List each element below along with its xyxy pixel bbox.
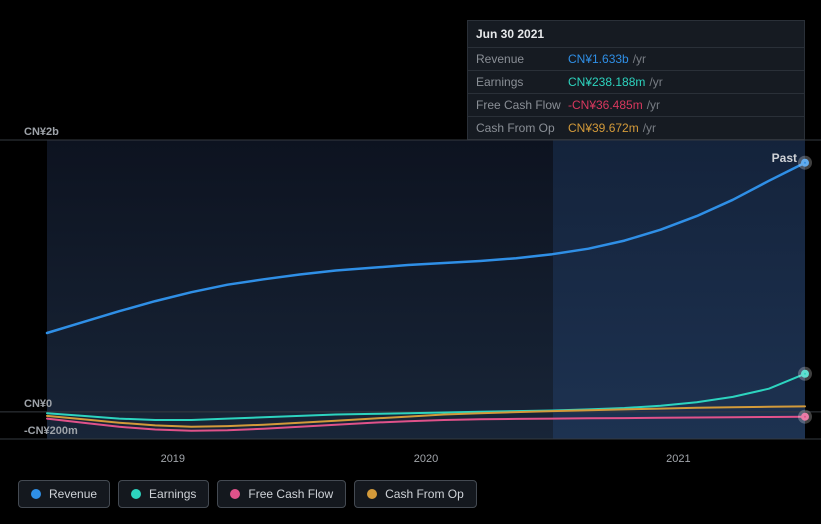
tooltip-unit: /yr	[633, 52, 646, 66]
tooltip-value: CN¥1.633b	[568, 52, 629, 66]
tooltip-unit: /yr	[649, 75, 662, 89]
legend-item-revenue[interactable]: Revenue	[18, 480, 110, 508]
tooltip-date: Jun 30 2021	[468, 21, 804, 48]
tooltip-unit: /yr	[647, 98, 660, 112]
tooltip-value: -CN¥36.485m	[568, 98, 643, 112]
tooltip-label: Earnings	[476, 75, 568, 89]
x-axis-label: 2019	[161, 453, 185, 465]
y-axis-label: -CN¥200m	[24, 425, 78, 437]
tooltip-row: Earnings CN¥238.188m /yr	[468, 71, 804, 94]
tooltip-row: Revenue CN¥1.633b /yr	[468, 48, 804, 71]
legend: Revenue Earnings Free Cash Flow Cash Fro…	[18, 480, 477, 508]
past-label: Past	[772, 151, 797, 165]
y-axis-label: CN¥2b	[24, 126, 59, 138]
tooltip-label: Revenue	[476, 52, 568, 66]
legend-label: Revenue	[49, 487, 97, 501]
legend-label: Free Cash Flow	[248, 487, 333, 501]
tooltip-row: Free Cash Flow -CN¥36.485m /yr	[468, 94, 804, 117]
legend-swatch	[131, 489, 141, 499]
x-axis-label: 2021	[666, 453, 690, 465]
legend-swatch	[230, 489, 240, 499]
legend-item-fcf[interactable]: Free Cash Flow	[217, 480, 346, 508]
legend-item-earnings[interactable]: Earnings	[118, 480, 209, 508]
chart-svg	[0, 118, 821, 463]
legend-swatch	[367, 489, 377, 499]
legend-swatch	[31, 489, 41, 499]
legend-label: Cash From Op	[385, 487, 464, 501]
legend-item-cfo[interactable]: Cash From Op	[354, 480, 477, 508]
x-axis-label: 2020	[414, 453, 438, 465]
financials-chart[interactable]: Past CN¥2b CN¥0 -CN¥200m 2019 2020 2021	[0, 118, 821, 463]
y-axis-label: CN¥0	[24, 398, 52, 410]
legend-label: Earnings	[149, 487, 196, 501]
tooltip-label: Free Cash Flow	[476, 98, 568, 112]
tooltip-value: CN¥238.188m	[568, 75, 645, 89]
